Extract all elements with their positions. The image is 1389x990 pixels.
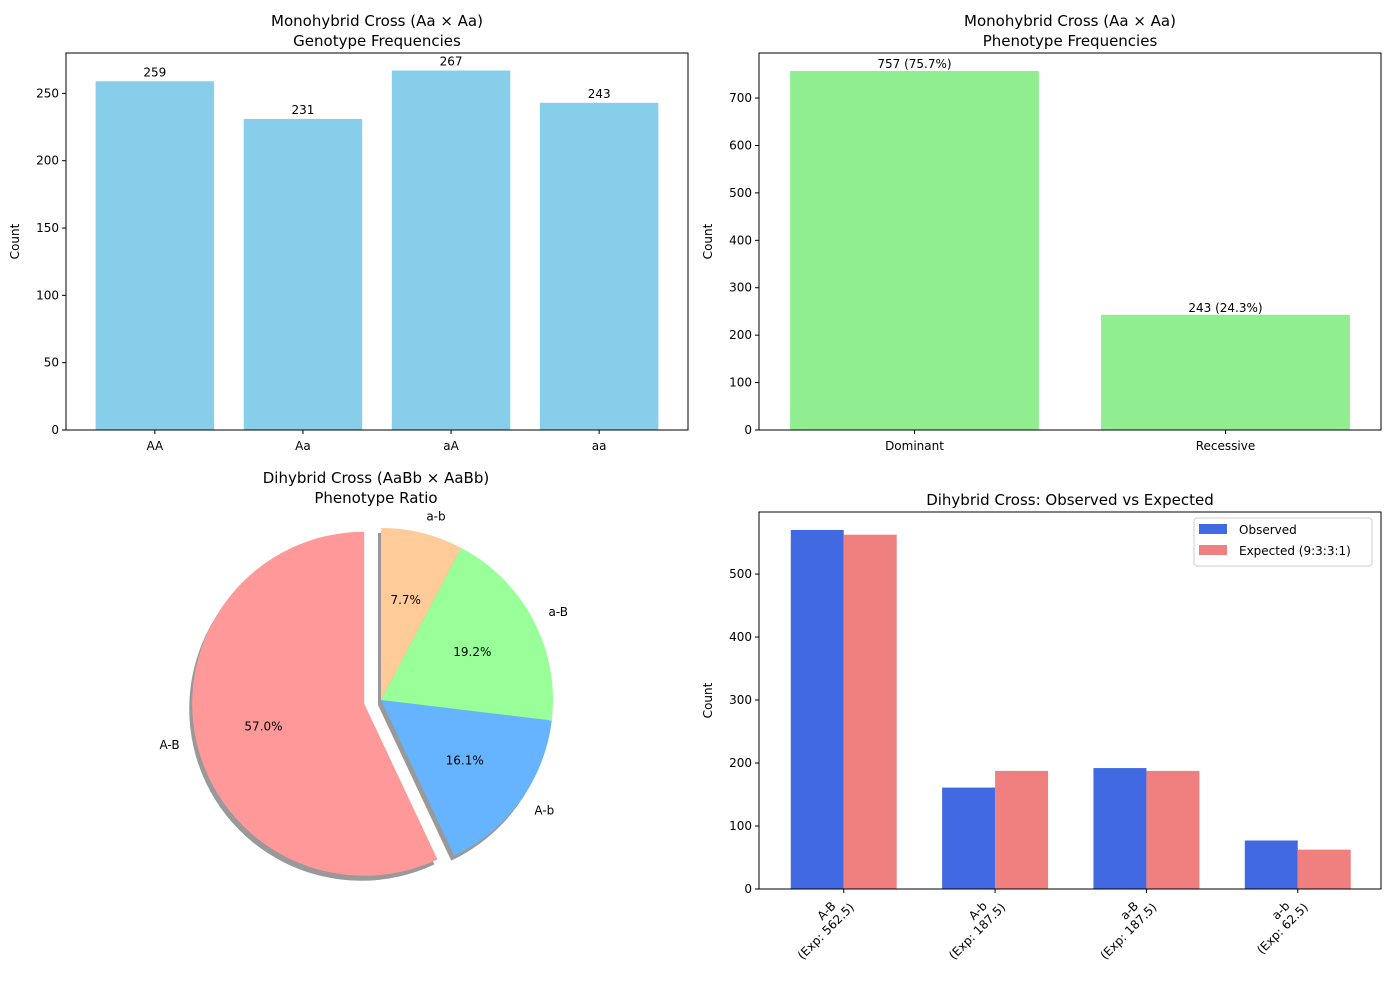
phenotype-bar: [1101, 314, 1350, 430]
pie-percent-label: 57.0%: [244, 719, 282, 733]
compare-ytick-label: 400: [729, 630, 752, 644]
phenotype-ytick-label: 700: [729, 91, 752, 105]
legend-swatch-observed: [1199, 524, 1227, 534]
legend-swatch-expected: [1199, 545, 1227, 555]
pie-category-label: A-B: [159, 738, 179, 752]
compare-title: Dihybrid Cross: Observed vs Expected: [926, 491, 1214, 509]
pie-title: Dihybrid Cross (AaBb × AaBb): [263, 469, 489, 487]
pie-category-label: a-b: [426, 509, 445, 523]
compare-ytick-label: 200: [729, 756, 752, 770]
phenotype-xtick-label: Recessive: [1196, 439, 1255, 453]
phenotype-title: Monohybrid Cross (Aa × Aa): [964, 12, 1176, 30]
pie-slice-a-b: [381, 547, 554, 721]
compare-bar-observed: [790, 529, 844, 889]
genotype-xtick-label: aa: [592, 439, 607, 453]
genotype-bar-value-label: 243: [588, 87, 611, 101]
compare-bar-observed: [1093, 768, 1147, 889]
compare-ytick-label: 500: [729, 567, 752, 581]
genotype-bar: [243, 118, 363, 430]
phenotype-ytick-label: 200: [729, 328, 752, 342]
compare-xtick-label: a-B(Exp: 187.5): [1097, 899, 1159, 963]
compare-bar-expected: [843, 534, 897, 889]
genotype-bar: [391, 70, 511, 430]
genotype-xtick-label: Aa: [295, 439, 311, 453]
phenotype-bar-value-label: 757 (75.7%): [877, 57, 951, 71]
phenotype-ytick-label: 600: [729, 138, 752, 152]
pie-category-label: a-B: [548, 605, 568, 619]
chart-genotype-frequencies: 0 50 100 150 200 250 Count Monohybrid Cross (Aa…: [8, 12, 689, 453]
genotype-xtick-label: aA: [443, 439, 459, 453]
compare-ytick-label: 0: [744, 882, 752, 896]
compare-ytick-label: 100: [729, 819, 752, 833]
compare-xtick-label: A-b(Exp: 187.5): [946, 899, 1008, 963]
pie-category-label: A-b: [534, 804, 554, 818]
compare-xtick-label: a-b(Exp: 62.5): [1254, 899, 1311, 957]
genotype-ytick-label: 250: [36, 86, 59, 100]
pie-slice-a-b: [381, 700, 552, 856]
pie-slice-a-b: [381, 528, 462, 700]
compare-ytick-label: 300: [729, 693, 752, 707]
compare-axes-frame: [758, 511, 1382, 890]
genotype-ytick-label: 100: [36, 288, 59, 302]
genotype-title: Genotype Frequencies: [293, 32, 461, 50]
genotype-xtick-label: AA: [146, 439, 164, 453]
compare-bar-expected: [995, 770, 1049, 889]
legend-label: Expected (9:3:3:1): [1239, 544, 1351, 558]
phenotype-ytick-label: 300: [729, 281, 752, 295]
chart-dihybrid-observed-vs-expected: 0 100 200 300 400 500 Count Dihybrid Cross: Obs…: [701, 491, 1382, 963]
genotype-ylabel: Count: [8, 223, 22, 259]
chart-phenotype-frequencies: 0 100 200 300 400 500 600 700 Count Monohybrid Cr…: [701, 12, 1382, 453]
legend-frame: [1193, 517, 1373, 567]
pie-title: Phenotype Ratio: [314, 489, 437, 507]
genotype-bar-value-label: 259: [143, 65, 166, 79]
phenotype-bar: [790, 71, 1039, 430]
genotype-ytick-label: 200: [36, 154, 59, 168]
chart-dihybrid-pie: Dihybrid Cross (AaBb × AaBb) Phenotype Ra…: [159, 469, 568, 881]
phenotype-xtick-label: Dominant: [885, 439, 944, 453]
phenotype-ytick-label: 500: [729, 186, 752, 200]
pie-percent-label: 19.2%: [453, 645, 491, 659]
genotype-axes-frame: [65, 52, 689, 431]
phenotype-ytick-label: 100: [729, 376, 752, 390]
genotype-bar-value-label: 231: [291, 103, 314, 117]
genotype-bar-value-label: 267: [440, 55, 463, 69]
compare-xtick-label: A-B(Exp: 562.5): [795, 899, 857, 963]
genotype-ytick-label: 0: [51, 423, 59, 437]
legend-label: Observed: [1239, 523, 1297, 537]
genotype-bar: [95, 81, 215, 431]
compare-bar-expected: [1146, 770, 1200, 889]
genotype-ytick-label: 50: [44, 356, 59, 370]
phenotype-ytick-label: 400: [729, 233, 752, 247]
phenotype-title: Phenotype Frequencies: [983, 32, 1158, 50]
phenotype-ytick-label: 0: [744, 423, 752, 437]
phenotype-ylabel: Count: [701, 223, 715, 259]
compare-bar-observed: [1244, 840, 1298, 889]
genotype-bar: [539, 102, 659, 430]
genotype-ytick-label: 150: [36, 221, 59, 235]
compare-bar-expected: [1297, 849, 1351, 889]
compare-legend: Observed Expected (9:3:3:1): [1193, 517, 1373, 567]
compare-bar-observed: [942, 787, 996, 889]
phenotype-bar-value-label: 243 (24.3%): [1188, 301, 1262, 315]
pie-percent-label: 16.1%: [446, 753, 484, 767]
pie-percent-label: 7.7%: [390, 593, 421, 607]
genotype-title: Monohybrid Cross (Aa × Aa): [271, 12, 483, 30]
pie-slice-a-b: [192, 531, 438, 876]
compare-ylabel: Count: [701, 682, 715, 718]
phenotype-axes-frame: [758, 52, 1382, 431]
